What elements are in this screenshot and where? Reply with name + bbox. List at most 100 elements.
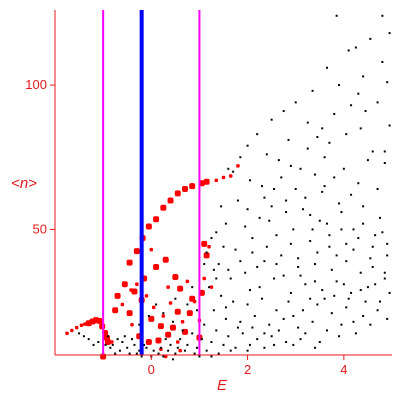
data-point-black-2-243 — [82, 335, 85, 338]
data-point-red-0-10 — [126, 259, 133, 266]
data-point-black-2-65 — [330, 268, 333, 271]
data-point-black-2-68 — [371, 265, 374, 268]
data-point-red-0-45 — [203, 252, 210, 259]
data-point-black-2-203 — [376, 309, 379, 312]
data-point-black-2-27 — [289, 164, 292, 167]
data-point-black-2-207 — [338, 335, 341, 338]
data-point-red-0-16 — [167, 197, 174, 204]
data-point-black-2-227 — [352, 248, 355, 251]
data-point-black-2-28 — [299, 167, 302, 170]
data-point-red-1-20 — [236, 164, 240, 168]
data-point-black-2-220 — [374, 283, 377, 286]
data-point-black-2-110 — [256, 338, 259, 341]
data-point-red-1-12 — [168, 301, 173, 305]
data-point-black-2-114 — [191, 332, 194, 335]
data-point-red-1-10 — [151, 305, 156, 310]
data-point-black-2-141 — [111, 343, 114, 346]
data-point-black-2-54 — [236, 199, 239, 202]
data-point-black-2-0 — [335, 14, 338, 17]
data-point-black-2-15 — [306, 121, 309, 124]
data-point-black-2-70 — [366, 286, 369, 289]
data-point-black-2-194 — [270, 205, 273, 208]
data-point-red-1-31 — [130, 322, 134, 327]
data-point-red-0-17 — [174, 190, 181, 197]
data-point-black-2-2 — [381, 14, 384, 17]
data-point-red-1-23 — [166, 285, 170, 289]
data-point-black-2-67 — [359, 271, 362, 274]
data-point-black-2-85 — [261, 297, 264, 300]
data-point-red-0-40 — [155, 337, 162, 344]
data-point-black-2-69 — [383, 277, 386, 280]
data-point-black-2-153 — [147, 315, 150, 318]
data-point-red-0-41 — [165, 331, 172, 338]
data-point-black-2-22 — [270, 118, 273, 121]
data-point-black-2-119 — [248, 343, 251, 346]
data-point-black-2-210 — [277, 329, 280, 332]
data-point-black-2-45 — [352, 228, 355, 231]
data-point-black-2-188 — [357, 237, 360, 240]
data-point-red-1-0 — [65, 331, 69, 336]
data-point-red-1-3 — [79, 323, 84, 328]
ticks: 0 2 4 50 100 — [25, 77, 347, 377]
data-point-red-1-6 — [120, 302, 125, 307]
data-point-black-2-39 — [261, 185, 264, 188]
data-point-black-2-179 — [321, 127, 324, 130]
data-point-black-2-215 — [292, 315, 295, 318]
data-point-black-2-172 — [323, 156, 326, 159]
data-point-black-2-73 — [321, 289, 324, 292]
data-point-black-2-78 — [244, 271, 247, 274]
data-point-black-2-190 — [326, 222, 329, 225]
data-point-black-2-12 — [311, 89, 314, 92]
data-point-red-0-15 — [160, 204, 167, 211]
data-point-red-0-30 — [112, 307, 119, 314]
data-point-black-2-204 — [386, 317, 389, 320]
data-point-black-2-197 — [227, 268, 230, 271]
data-point-black-2-176 — [362, 75, 365, 78]
data-point-black-2-51 — [275, 234, 278, 237]
data-point-red-1-11 — [161, 314, 166, 318]
data-point-red-1-17 — [214, 178, 219, 183]
data-point-black-2-34 — [378, 216, 381, 219]
data-point-black-2-37 — [232, 170, 235, 173]
data-point-black-2-164 — [304, 196, 307, 199]
data-point-red-0-7 — [104, 339, 111, 346]
data-point-black-2-87 — [287, 300, 290, 303]
data-point-black-2-25 — [265, 153, 268, 156]
data-point-red-1-15 — [202, 276, 206, 281]
data-point-black-2-3 — [347, 49, 350, 52]
data-point-black-2-112 — [285, 341, 288, 344]
data-point-black-2-117 — [222, 343, 225, 346]
data-point-black-2-56 — [215, 231, 218, 234]
data-point-black-2-32 — [350, 193, 353, 196]
data-point-red-0-18 — [181, 186, 188, 192]
data-point-black-2-121 — [179, 338, 182, 341]
data-point-black-2-169 — [342, 167, 345, 170]
data-point-black-2-35 — [239, 156, 242, 159]
data-point-black-2-60 — [251, 251, 254, 254]
data-point-black-2-184 — [215, 277, 218, 280]
data-point-black-2-170 — [366, 159, 369, 162]
data-point-black-2-217 — [323, 297, 326, 300]
data-point-black-2-63 — [297, 257, 300, 260]
data-point-black-2-17 — [328, 141, 331, 144]
data-point-black-2-59 — [234, 248, 237, 251]
data-point-black-2-256 — [313, 346, 316, 349]
data-point-black-2-108 — [227, 335, 230, 338]
data-point-black-2-140 — [116, 338, 119, 341]
data-point-black-2-219 — [359, 289, 362, 292]
data-point-black-2-84 — [246, 303, 249, 306]
data-point-black-2-218 — [342, 283, 345, 286]
data-point-black-2-118 — [234, 346, 237, 349]
data-point-black-2-134 — [157, 352, 160, 355]
data-point-black-2-156 — [186, 303, 189, 306]
data-point-black-2-75 — [289, 291, 292, 294]
data-point-black-2-148 — [164, 338, 167, 341]
data-point-black-2-249 — [171, 358, 174, 361]
data-point-black-2-11 — [388, 124, 391, 127]
data-point-black-2-8 — [338, 84, 341, 87]
y-axis-label: <n> — [11, 175, 37, 192]
data-point-black-2-81 — [208, 286, 211, 289]
data-point-black-2-186 — [386, 254, 389, 257]
data-point-black-2-91 — [345, 306, 348, 309]
data-point-black-2-211 — [263, 332, 266, 335]
